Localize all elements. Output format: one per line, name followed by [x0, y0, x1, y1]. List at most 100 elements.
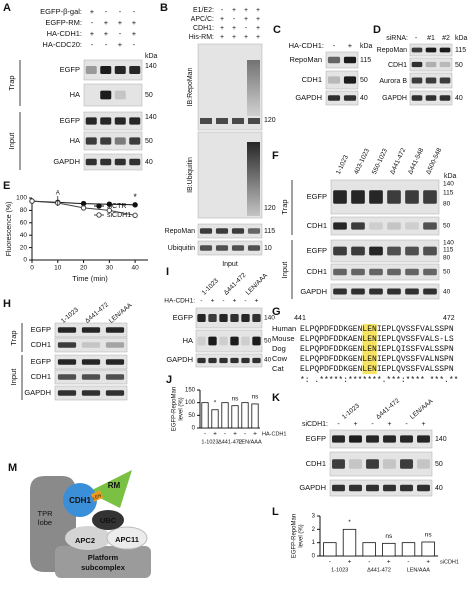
panel-label: L [272, 506, 279, 518]
panel-label: F [272, 150, 279, 162]
group-label: 1-1023 [331, 567, 348, 573]
point [106, 207, 113, 214]
condition-sign: + [232, 7, 236, 14]
unit: kDa [444, 173, 457, 180]
band [200, 118, 212, 124]
band [439, 95, 451, 101]
legend-label: siCDH1 [107, 212, 131, 219]
blot [54, 337, 128, 353]
blot [409, 57, 453, 72]
blot-label: GAPDH [53, 157, 80, 166]
condition-sign: + [256, 25, 260, 32]
band [383, 435, 396, 443]
lane-label: 1-1023 [60, 306, 80, 325]
blot [330, 216, 440, 236]
apc2 [65, 526, 111, 550]
band [81, 374, 101, 380]
band [81, 390, 101, 396]
lane-label: LEN/AAA [409, 397, 435, 420]
band [343, 95, 357, 101]
kda-marker: 80 [443, 255, 451, 262]
kda-marker: 50 [360, 77, 368, 84]
legend-label: siCTR [107, 203, 126, 210]
band [423, 246, 437, 256]
band [387, 288, 401, 295]
kda-marker: 40 [145, 159, 153, 166]
blot [330, 179, 440, 215]
band [405, 288, 419, 295]
band [114, 66, 126, 74]
bar [382, 542, 396, 557]
band [387, 268, 401, 276]
band [405, 222, 419, 230]
position: 472 [443, 315, 455, 322]
smear [247, 60, 260, 116]
annotation: ns [252, 394, 260, 401]
condition-sign: + [353, 421, 357, 428]
point [132, 212, 138, 219]
blot [195, 329, 263, 353]
band [219, 336, 228, 346]
panel-label: C [273, 24, 281, 36]
band [387, 222, 401, 230]
panel-label: E [3, 180, 10, 192]
lane-label: Δ441-548 [407, 147, 425, 176]
lane-label: 1-1023 [335, 154, 350, 176]
band [219, 357, 228, 364]
unit: kDa [455, 35, 468, 42]
x-tick-label: - [329, 559, 331, 566]
condition-sign: - [244, 298, 246, 305]
band [105, 342, 125, 348]
band [57, 359, 77, 365]
band [105, 390, 125, 396]
x-tick-label: - [204, 431, 206, 438]
condition-sign: - [133, 7, 136, 16]
condition-sign: + [211, 298, 215, 305]
condition-sign: - [415, 35, 418, 42]
band [400, 459, 413, 469]
band [411, 95, 423, 101]
band [425, 95, 437, 101]
band [114, 117, 126, 125]
band [215, 245, 229, 251]
x-tick-label: 0 [30, 265, 34, 272]
band [85, 66, 97, 74]
condition-sign: - [91, 40, 94, 49]
blot [195, 353, 263, 368]
condition-label: APC/C: [191, 16, 214, 23]
part-label: APC11 [115, 535, 139, 544]
y-tick-label: 100 [16, 195, 27, 202]
blot [325, 70, 359, 90]
blot-label: EGFP [307, 246, 327, 255]
bar [401, 542, 416, 557]
band [129, 137, 141, 145]
species-name: Cat [272, 364, 285, 373]
band [369, 190, 383, 204]
band [100, 117, 112, 125]
highlight [362, 324, 377, 374]
y-axis-label: level (%) [299, 524, 305, 547]
band [351, 268, 365, 276]
group-label: Trap [7, 75, 16, 90]
repoman [88, 470, 132, 508]
kda-marker: 115 [443, 247, 454, 254]
bar [221, 402, 229, 429]
group-label: Input [280, 261, 289, 279]
x-axis-label: Time (min) [72, 274, 108, 283]
band [332, 435, 345, 443]
band [199, 228, 213, 234]
band [400, 435, 413, 443]
sequence: ELPQPDFDDKGENLENIEPLQVSSFVALSSPN [300, 365, 454, 374]
blot-label: HA [70, 90, 80, 99]
kda-marker: 115 [455, 47, 466, 54]
bar [362, 542, 376, 557]
condition-sign: + [387, 421, 391, 428]
band [85, 137, 97, 145]
condition-sign: + [118, 40, 123, 49]
band [197, 336, 206, 346]
y-tick-label: 50 [188, 413, 195, 419]
kda-marker: 50 [145, 92, 153, 99]
band [81, 327, 101, 333]
blot [197, 240, 263, 256]
band [81, 342, 101, 348]
